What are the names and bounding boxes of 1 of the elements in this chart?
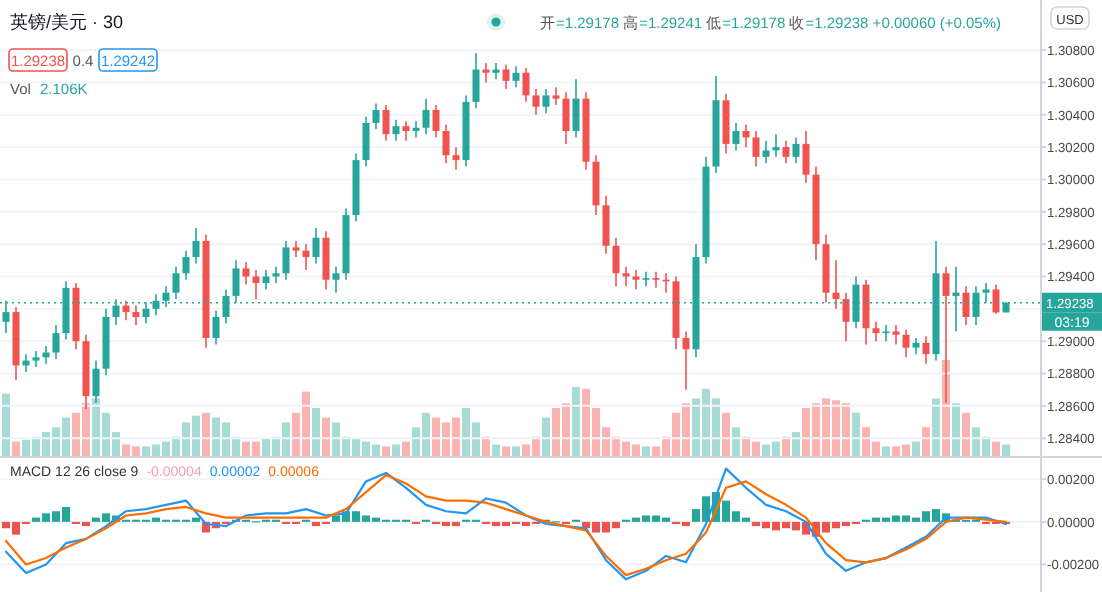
- text: 英镑/美元 · 30: [10, 12, 124, 32]
